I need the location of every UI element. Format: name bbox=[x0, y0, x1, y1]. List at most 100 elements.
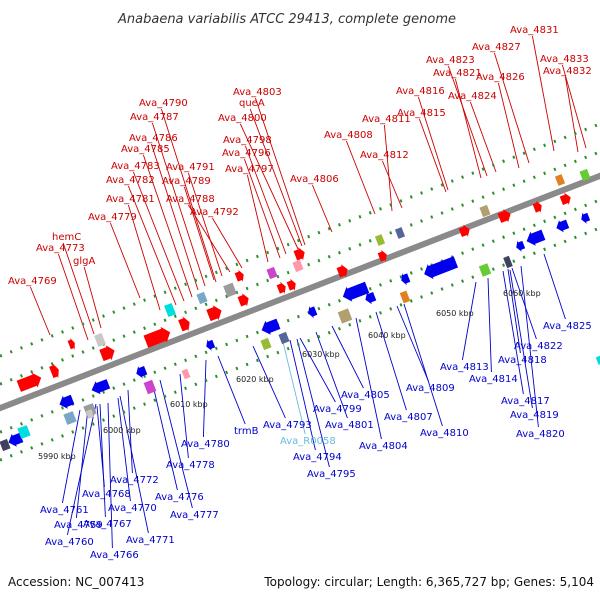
forward-gene-label: Ava_4790 bbox=[139, 98, 188, 109]
leader-line bbox=[132, 171, 185, 302]
reverse-gene-label: Ava_4770 bbox=[108, 503, 157, 514]
forward-gene-label: Ava_4783 bbox=[111, 161, 160, 172]
gene-block bbox=[478, 263, 492, 277]
kbp-tick-label: 6020 kbp bbox=[236, 375, 274, 384]
reverse-gene-label: Ava_4807 bbox=[384, 412, 433, 423]
leader-line bbox=[345, 140, 376, 215]
reverse-gene-arrow bbox=[516, 240, 526, 252]
leader-line bbox=[29, 286, 51, 336]
gene-block bbox=[181, 368, 191, 380]
gene-block bbox=[85, 409, 95, 419]
forward-gene-arrow bbox=[143, 326, 171, 348]
reverse-gene-arrow bbox=[136, 365, 148, 379]
gene-block bbox=[17, 425, 31, 439]
leader-line bbox=[511, 267, 537, 340]
reverse-gene-arrow bbox=[424, 256, 459, 280]
forward-gene-label: Ava_4808 bbox=[324, 130, 373, 141]
rna-gene-label: Ava_R0058 bbox=[280, 436, 336, 447]
forward-gene-arrow bbox=[458, 224, 470, 238]
leader-line bbox=[311, 184, 333, 233]
leader-line bbox=[183, 186, 215, 281]
gene-block bbox=[0, 438, 11, 452]
reverse-gene-arrow bbox=[365, 291, 377, 305]
reverse-gene-label: Ava_4795 bbox=[307, 469, 356, 480]
leader-line bbox=[150, 143, 199, 291]
gene-block bbox=[164, 302, 176, 318]
forward-gene-label: Ava_4785 bbox=[121, 144, 170, 155]
leader-line bbox=[299, 337, 336, 403]
leader-line bbox=[188, 204, 231, 273]
reverse-gene-label: Ava_4805 bbox=[341, 390, 390, 401]
forward-gene-arrow bbox=[178, 316, 190, 332]
reverse-gene-arrow bbox=[526, 229, 546, 246]
reverse-gene-label: Ava_4760 bbox=[45, 537, 94, 548]
gene-block bbox=[579, 168, 591, 182]
leader-line bbox=[417, 96, 449, 191]
reverse-gene-label: trmB bbox=[234, 426, 259, 437]
leader-line bbox=[239, 123, 299, 250]
leader-line bbox=[543, 253, 566, 320]
forward-gene-label: Ava_4823 bbox=[426, 55, 475, 66]
kbp-tick-label: 6040 kbp bbox=[368, 331, 406, 340]
reverse-gene-label: Ava_4810 bbox=[420, 428, 469, 439]
leader-line bbox=[403, 303, 443, 427]
reverse-gene-label: Ava_4820 bbox=[516, 429, 565, 440]
leader-line bbox=[83, 266, 102, 329]
reverse-gene-label: Ava_4799 bbox=[313, 404, 362, 415]
leader-line bbox=[383, 124, 393, 212]
reverse-gene-label: Ava_4801 bbox=[325, 420, 374, 431]
forward-gene-label: Ava_4773 bbox=[36, 243, 85, 254]
leader-line bbox=[96, 405, 105, 488]
reverse-gene-arrow bbox=[342, 281, 370, 302]
forward-gene-arrow bbox=[286, 278, 296, 291]
forward-gene-label: Ava_4803 bbox=[233, 87, 282, 98]
leader-line bbox=[502, 270, 524, 395]
leader-line bbox=[497, 82, 520, 169]
forward-gene-label: Ava_4832 bbox=[543, 66, 592, 77]
leader-line bbox=[507, 268, 521, 354]
reverse-gene-label: Ava_4772 bbox=[110, 475, 159, 486]
gene-block bbox=[278, 331, 290, 345]
forward-gene-label: Ava_4812 bbox=[360, 150, 409, 161]
leader-line bbox=[187, 172, 223, 277]
forward-gene-label: Ava_4815 bbox=[397, 108, 446, 119]
forward-gene-label: Ava_4779 bbox=[88, 212, 137, 223]
forward-gene-label: Ava_4788 bbox=[166, 194, 215, 205]
forward-gene-arrow bbox=[49, 363, 59, 379]
gene-block bbox=[503, 255, 513, 269]
forward-gene-label: Ava_4786 bbox=[129, 133, 178, 144]
leader-line bbox=[99, 403, 106, 518]
gene-block bbox=[94, 332, 106, 348]
reverse-gene-label: Ava_4809 bbox=[406, 383, 455, 394]
leader-line bbox=[127, 389, 133, 474]
reverse-gene-arrow bbox=[261, 318, 281, 335]
forward-gene-arrow bbox=[206, 305, 222, 322]
leader-line bbox=[57, 253, 89, 341]
forward-gene-label: Ava_4826 bbox=[476, 72, 525, 83]
leader-line bbox=[246, 174, 269, 263]
leader-line bbox=[212, 217, 243, 269]
forward-gene-label: Ava_4781 bbox=[106, 194, 155, 205]
forward-gene-label: Ava_4796 bbox=[222, 148, 271, 159]
gene-block bbox=[337, 308, 353, 324]
reverse-gene-label: Ava_4817 bbox=[501, 396, 550, 407]
reverse-gene-arrow bbox=[8, 432, 24, 447]
leader-line bbox=[202, 359, 207, 438]
reverse-gene-arrow bbox=[401, 273, 411, 286]
leader-line bbox=[66, 403, 97, 536]
forward-gene-label: Ava_4798 bbox=[223, 135, 272, 146]
leader-line bbox=[127, 204, 161, 311]
forward-gene-arrow bbox=[16, 372, 42, 392]
forward-gene-label: Ava_4792 bbox=[190, 207, 239, 218]
leader-line bbox=[520, 265, 539, 428]
reverse-gene-label: Ava_4804 bbox=[359, 441, 408, 452]
leader-line bbox=[355, 317, 382, 440]
leader-line bbox=[109, 222, 141, 299]
leader-line bbox=[381, 160, 403, 209]
forward-gene-arrow bbox=[99, 345, 115, 362]
leader-line bbox=[119, 395, 149, 534]
leader-line bbox=[461, 281, 477, 361]
leader-line bbox=[249, 108, 303, 247]
